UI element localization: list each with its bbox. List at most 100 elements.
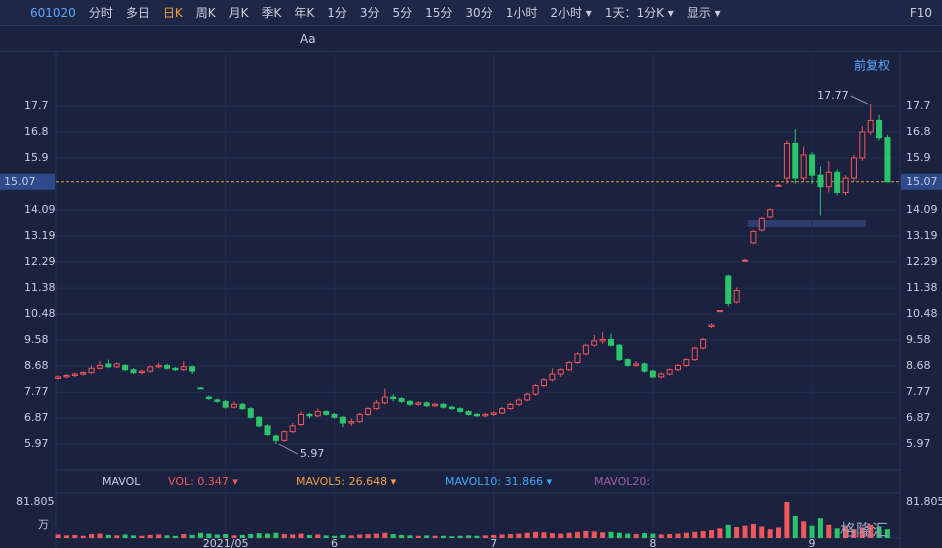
candle-body [666,369,673,375]
volume-bar [817,518,823,538]
volume-bar [315,534,321,538]
f10-button[interactable]: F10 [909,5,932,20]
volume-bar [407,535,413,538]
period-tab[interactable]: 15分 [425,6,453,20]
period-tab[interactable]: 分时 [88,6,113,20]
volume-bar [583,530,589,538]
period-tab[interactable]: 2小时 ▾ [550,6,592,20]
candle-body [122,364,129,371]
period-tab[interactable]: 1天：1分K ▾ [604,6,674,20]
volume-bar [231,535,237,538]
period-tab[interactable]: 年K [294,6,315,20]
low-pointer [278,443,299,455]
period-tab[interactable]: 5分 [392,6,413,20]
candle-body [63,374,70,378]
period-tab[interactable]: 月K [228,6,249,20]
watermark: 格隆汇 [840,521,888,540]
candle-body [205,396,212,400]
period-tab[interactable]: 周K [195,6,216,20]
volume-bar [130,535,137,538]
low-label: 5.97 [300,447,325,460]
candle-body [348,421,355,424]
x-tick-label: 8 [649,537,656,548]
candle-body [649,370,656,378]
candle-body [197,387,204,390]
volume-bar [189,534,195,538]
candle-body [691,347,698,361]
candle-body [314,410,321,417]
volume-bar [600,532,606,538]
stock-code[interactable]: 601020 [30,5,76,20]
candle-body [155,364,162,368]
y-tick-label: 17.7 [24,99,49,112]
candle-body [440,403,447,408]
volume-bar [633,534,639,538]
volume-bar [281,534,287,538]
y-tick-label: 8.68 [906,359,931,372]
candle-body [222,400,229,408]
volume-bar [206,533,212,538]
volume-bar [72,534,78,538]
volume-bar [273,532,279,538]
volume-bar [608,531,614,538]
candle-body [834,171,841,193]
candle-body [96,364,103,369]
volume-bar [474,535,480,538]
indicator-label: MAVOL20: [594,475,650,488]
period-tab[interactable]: 季K [261,6,282,20]
volume-bar [834,528,840,538]
candle-body [515,399,522,405]
candle-body [71,373,78,376]
candle-body [674,364,682,371]
volume-bar [223,534,229,538]
adjust-button[interactable]: 前复权 [854,58,890,73]
volume-bar [298,533,304,538]
period-tab[interactable]: 1小时 [505,6,538,20]
indicator-label: MAVOL10: 31.866 ▾ [445,475,553,488]
candle-body [884,137,891,183]
candle-body [331,413,338,418]
candle-body [323,410,330,415]
period-tab[interactable]: 30分 [465,6,493,20]
volume-bar [265,533,271,538]
volume-bar [851,529,857,538]
y-tick-label: 9.58 [24,333,49,346]
candle-body [339,416,346,424]
y-tick-label: 16.8 [906,125,931,138]
y-tick-label: 12.29 [24,255,56,268]
period-tab[interactable]: 多日 [125,6,150,20]
period-tab[interactable]: 1分 [327,6,347,20]
volume-bar [390,534,396,538]
x-tick-label: 7 [490,537,497,548]
text-tool[interactable]: Aa [300,31,316,46]
volume-bar [843,526,849,538]
volume-bar [859,527,865,538]
period-toolbar: 601020 分时 多日 日K 周K 月K 季K 年K 1分 3分 5分 15分 30分 1小时 2小时 … [0,0,942,26]
period-tab[interactable]: 显示 ▾ [686,6,721,20]
volume-bar [114,535,120,538]
y-tick-label: 15.9 [24,151,49,164]
volume-bar [759,526,765,538]
candle-body [540,379,547,387]
candle-body [55,376,62,379]
y-tick-label: 10.48 [906,307,938,320]
volume-bar [541,532,547,538]
candle-body [306,413,313,417]
volume-bar [482,535,488,538]
candle-body [247,408,254,418]
period-tab[interactable]: 3分 [359,6,380,20]
volume-bar [667,534,673,538]
candle-body [775,184,782,187]
candle-body [281,431,288,441]
candle-body [398,398,405,402]
volume-bar [122,534,128,538]
period-tab[interactable]: 日K [162,6,183,20]
volume-bar [491,534,497,538]
y-tick-label: 5.97 [906,437,931,450]
y-tick-label: 16.8 [24,125,49,138]
candle-body [716,310,723,313]
volume-bar [750,523,756,538]
candle-body [130,369,137,374]
candle-body [256,416,263,427]
